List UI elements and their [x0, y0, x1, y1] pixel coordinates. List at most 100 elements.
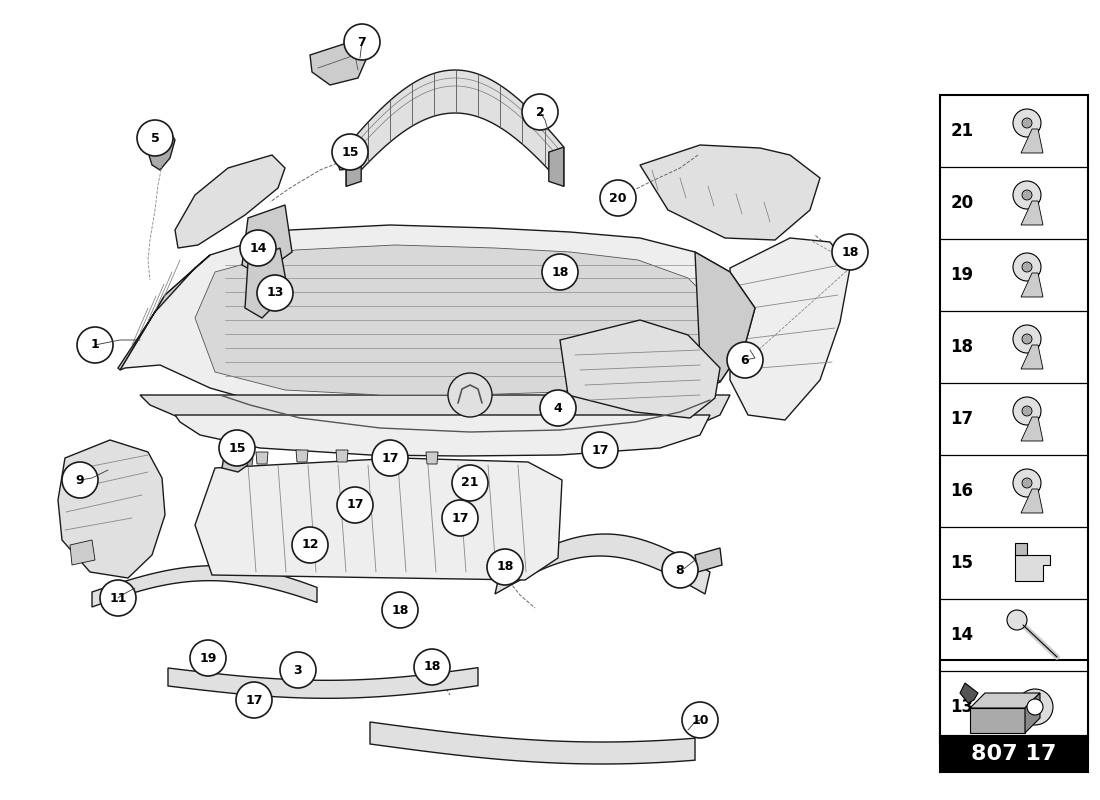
Circle shape: [832, 234, 868, 270]
Text: 17: 17: [592, 443, 608, 457]
Polygon shape: [140, 395, 730, 437]
Polygon shape: [1025, 693, 1040, 733]
Polygon shape: [168, 668, 478, 698]
Polygon shape: [310, 42, 369, 85]
Text: 9: 9: [76, 474, 85, 486]
Text: 3: 3: [294, 663, 302, 677]
Circle shape: [1006, 610, 1027, 630]
Polygon shape: [195, 245, 720, 395]
Polygon shape: [346, 147, 361, 186]
Polygon shape: [1021, 273, 1043, 297]
Text: 16: 16: [950, 482, 974, 500]
Circle shape: [100, 580, 136, 616]
Polygon shape: [346, 70, 564, 186]
Polygon shape: [245, 248, 288, 318]
Circle shape: [414, 649, 450, 685]
Polygon shape: [92, 566, 317, 607]
Polygon shape: [960, 683, 978, 703]
Polygon shape: [120, 225, 755, 415]
Circle shape: [682, 702, 718, 738]
Text: 15: 15: [950, 554, 974, 572]
Circle shape: [62, 462, 98, 498]
Circle shape: [1018, 689, 1053, 725]
Text: 19: 19: [199, 651, 217, 665]
Circle shape: [662, 552, 698, 588]
Polygon shape: [376, 450, 388, 462]
Text: 12: 12: [301, 538, 319, 551]
Text: 19: 19: [950, 266, 974, 284]
Polygon shape: [1021, 129, 1043, 153]
Polygon shape: [1021, 489, 1043, 513]
Circle shape: [452, 465, 488, 501]
Circle shape: [487, 549, 522, 585]
Circle shape: [727, 342, 763, 378]
Polygon shape: [1015, 543, 1027, 555]
Text: 18: 18: [551, 266, 569, 278]
Text: 17: 17: [245, 694, 263, 706]
Text: 807 17: 807 17: [971, 744, 1057, 764]
Polygon shape: [695, 548, 722, 572]
Circle shape: [582, 432, 618, 468]
Text: 17: 17: [451, 511, 469, 525]
Text: 6: 6: [740, 354, 749, 366]
Polygon shape: [495, 534, 710, 594]
Text: 17: 17: [346, 498, 364, 511]
Circle shape: [448, 373, 492, 417]
Polygon shape: [236, 452, 243, 460]
Text: 20: 20: [609, 191, 627, 205]
Circle shape: [257, 275, 293, 311]
Text: 13: 13: [950, 698, 974, 716]
Polygon shape: [256, 452, 268, 464]
Polygon shape: [970, 708, 1025, 733]
Text: 14: 14: [950, 626, 974, 644]
Polygon shape: [296, 450, 308, 462]
Polygon shape: [730, 238, 850, 420]
Polygon shape: [175, 155, 285, 248]
Polygon shape: [222, 448, 252, 472]
Text: 15: 15: [341, 146, 359, 158]
Circle shape: [1013, 109, 1041, 137]
Text: 17: 17: [382, 451, 398, 465]
Circle shape: [240, 230, 276, 266]
Polygon shape: [560, 320, 720, 418]
Polygon shape: [1015, 555, 1050, 581]
Polygon shape: [370, 722, 695, 764]
Circle shape: [1013, 469, 1041, 497]
Circle shape: [542, 254, 578, 290]
Bar: [940, 660, 1088, 736]
Polygon shape: [118, 255, 210, 370]
Polygon shape: [148, 128, 175, 170]
Circle shape: [540, 390, 576, 426]
Text: 8: 8: [675, 563, 684, 577]
Circle shape: [1022, 406, 1032, 416]
Text: 1: 1: [90, 338, 99, 351]
Text: 18: 18: [392, 603, 409, 617]
Text: 21: 21: [950, 122, 974, 140]
Circle shape: [1013, 181, 1041, 209]
Circle shape: [236, 682, 272, 718]
Polygon shape: [640, 145, 820, 240]
Polygon shape: [549, 147, 564, 186]
Circle shape: [219, 430, 255, 466]
Circle shape: [1013, 397, 1041, 425]
Polygon shape: [336, 142, 360, 170]
Text: 2: 2: [536, 106, 544, 118]
Circle shape: [1013, 325, 1041, 353]
Circle shape: [382, 592, 418, 628]
Text: 11: 11: [109, 591, 126, 605]
Circle shape: [1013, 253, 1041, 281]
Polygon shape: [336, 450, 348, 462]
Polygon shape: [242, 205, 292, 275]
Circle shape: [77, 327, 113, 363]
Text: 7: 7: [358, 35, 366, 49]
Polygon shape: [195, 458, 562, 580]
Text: 21: 21: [461, 477, 478, 490]
Text: 18: 18: [950, 338, 974, 356]
Circle shape: [600, 180, 636, 216]
Circle shape: [1022, 190, 1032, 200]
Circle shape: [1022, 334, 1032, 344]
Circle shape: [344, 24, 380, 60]
Bar: [940, 95, 1088, 743]
Polygon shape: [1021, 345, 1043, 369]
Polygon shape: [1021, 201, 1043, 225]
